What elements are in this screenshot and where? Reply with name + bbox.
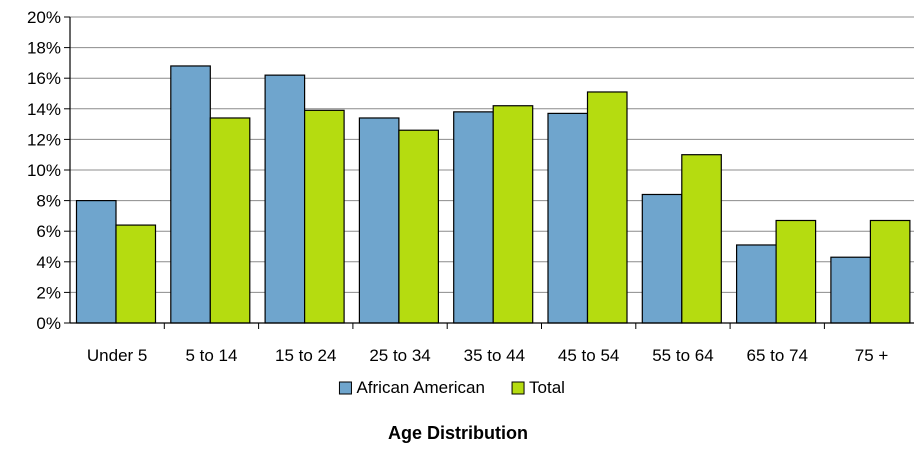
legend: African American Total	[338, 378, 565, 397]
bar-african-american	[453, 111, 494, 324]
x-tick-label: 35 to 44	[464, 346, 525, 365]
bar-total	[209, 117, 251, 324]
y-tick-label: 20%	[27, 8, 61, 27]
bar-african-american	[264, 74, 306, 324]
bar-african-american	[641, 193, 683, 324]
y-tick-label: 18%	[27, 39, 61, 58]
x-tick-label: 55 to 64	[652, 346, 713, 365]
chart-title: Age Distribution	[388, 423, 528, 443]
bar-total	[869, 219, 911, 324]
bars	[75, 65, 911, 324]
legend-label: Total	[529, 378, 565, 397]
legend-label: African American	[356, 378, 485, 397]
legend-swatch-african-american	[338, 381, 352, 395]
bar-african-american	[735, 244, 777, 324]
y-tick-label: 12%	[27, 130, 61, 149]
y-tick-label: 10%	[27, 161, 61, 180]
bar-total	[115, 224, 157, 324]
x-tick-label: 15 to 24	[275, 346, 336, 365]
bar-total	[775, 219, 817, 324]
bar-african-american	[75, 200, 117, 324]
bar-african-american	[170, 65, 211, 324]
y-tick-label: 14%	[27, 100, 61, 119]
x-tick-label: 45 to 54	[558, 346, 619, 365]
bar-total	[398, 129, 439, 324]
y-tick-label: 6%	[36, 222, 61, 241]
bar-total	[304, 109, 345, 324]
bar-total	[681, 154, 722, 324]
bar-african-american	[830, 256, 872, 324]
y-tick-label: 4%	[36, 253, 61, 272]
bar-total	[492, 105, 534, 324]
bar-total	[586, 91, 628, 324]
bar-african-american	[547, 112, 589, 324]
x-tick-label: 25 to 34	[369, 346, 430, 365]
y-tick-label: 8%	[36, 192, 61, 211]
tick-labels: 0% 2% 4% 6% 8% 10% 12% 14% 16% 18% 20% Under 5 5 to …	[27, 8, 888, 365]
axes	[64, 16, 914, 329]
x-tick-label: 65 to 74	[747, 346, 808, 365]
x-tick-label: Under 5	[87, 346, 147, 365]
x-tick-label: 75 +	[855, 346, 889, 365]
y-tick-label: 16%	[27, 69, 61, 88]
x-tick-label: 5 to 14	[185, 346, 237, 365]
legend-swatch-total	[511, 381, 525, 395]
y-tick-label: 2%	[36, 283, 61, 302]
y-tick-label: 0%	[36, 314, 61, 333]
bar-african-american	[358, 117, 400, 324]
